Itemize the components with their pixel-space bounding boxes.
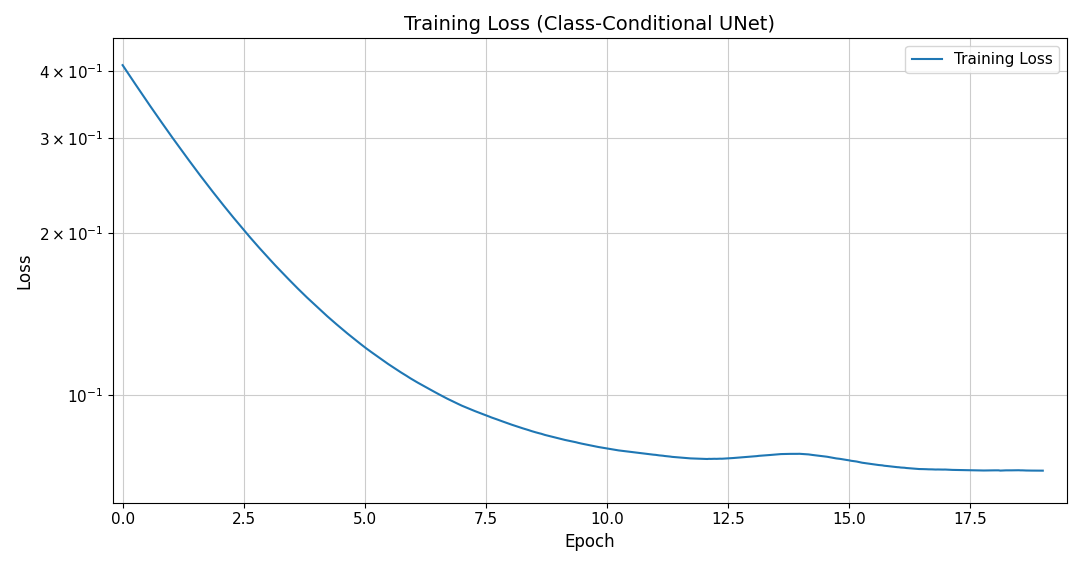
Title: Training Loss (Class-Conditional UNet): Training Loss (Class-Conditional UNet) — [405, 15, 776, 34]
Training Loss — [870, 461, 883, 468]
X-axis label: Epoch: Epoch — [565, 533, 616, 551]
Training Loss — [1014, 467, 1027, 474]
Training Loss — [613, 447, 626, 454]
Y-axis label: Loss: Loss — [15, 252, 32, 289]
Training Loss — [1037, 468, 1050, 474]
Training Loss — [558, 436, 571, 443]
Legend: Training Loss: Training Loss — [906, 46, 1059, 73]
Training Loss — [663, 453, 676, 460]
Training Loss — [553, 435, 566, 442]
Training Loss — [116, 62, 129, 68]
Line: Training Loss: Training Loss — [122, 65, 1043, 471]
